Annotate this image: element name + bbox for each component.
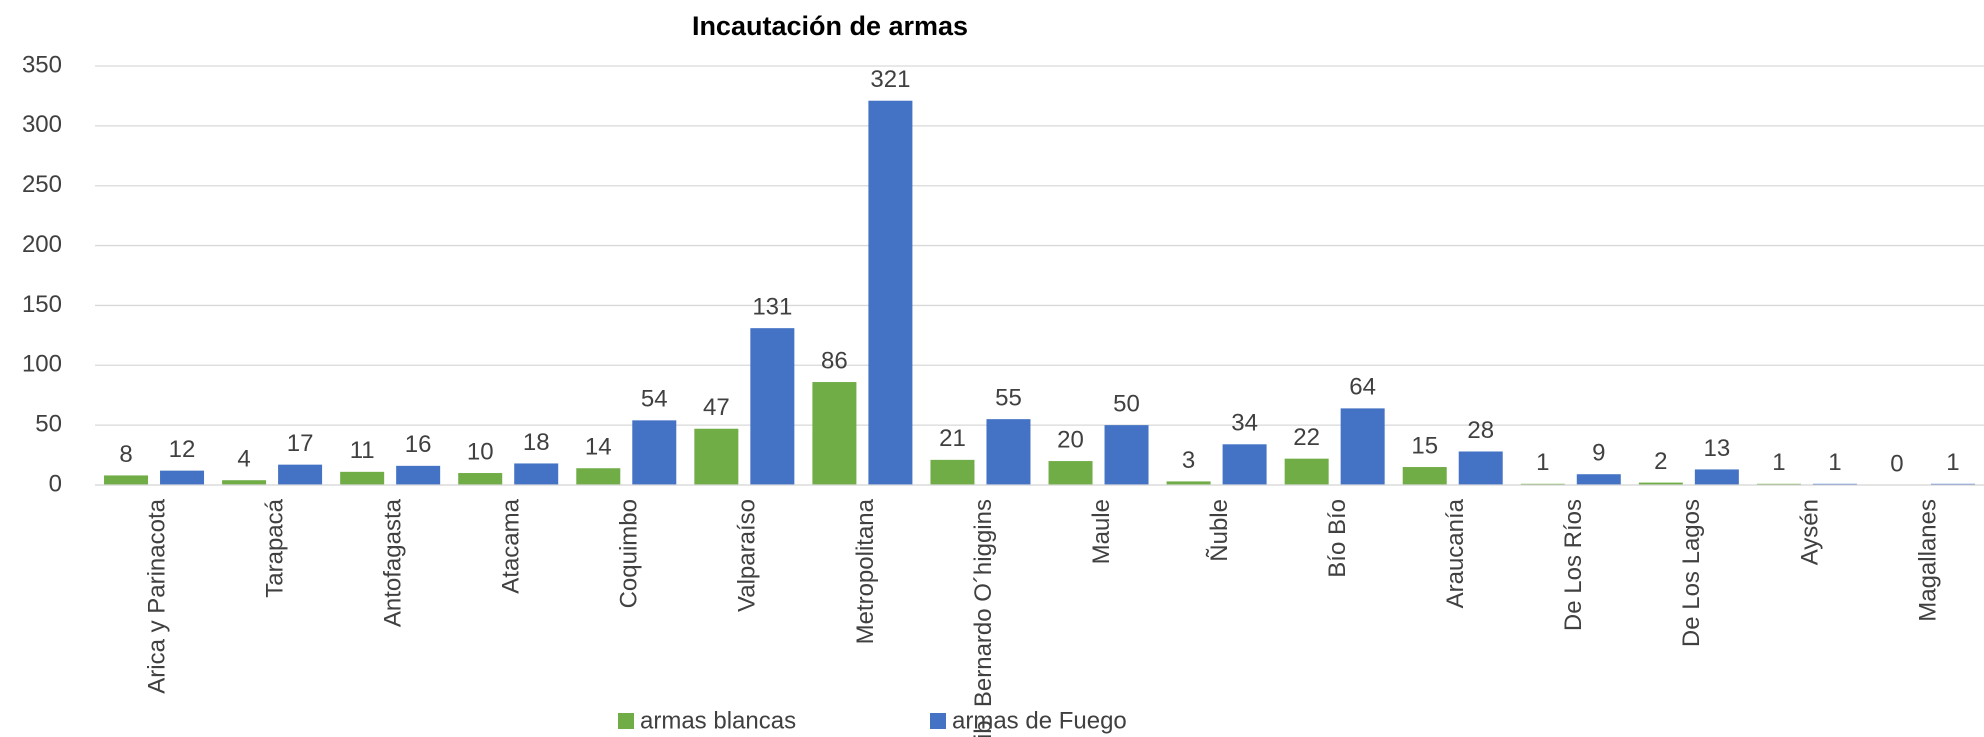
data-label: 1 — [1828, 449, 1841, 476]
bar — [1694, 469, 1739, 485]
bar — [1284, 458, 1329, 485]
bar — [1576, 474, 1621, 485]
data-label: 17 — [287, 430, 314, 457]
bar — [1104, 425, 1149, 485]
data-label: 54 — [641, 386, 668, 413]
data-label: 64 — [1349, 374, 1376, 401]
data-label: 12 — [169, 436, 196, 463]
data-label: 15 — [1411, 432, 1438, 459]
data-label: 11 — [350, 437, 375, 464]
bar — [514, 463, 559, 485]
data-label: 16 — [405, 431, 432, 458]
data-label: 1 — [1772, 449, 1785, 476]
x-tick-label: Arica y Parinacota — [143, 498, 170, 693]
y-tick-label: 0 — [49, 470, 62, 497]
data-label: 13 — [1703, 435, 1730, 462]
data-label: 14 — [585, 434, 612, 461]
bar — [458, 473, 503, 485]
data-label: 21 — [939, 425, 966, 452]
legend-label: armas blancas — [640, 707, 796, 734]
data-label: 28 — [1467, 417, 1494, 444]
y-tick-label: 100 — [22, 351, 62, 378]
x-tick-label: Metropolitana — [852, 498, 879, 644]
x-tick-label: Valparaíso — [734, 499, 761, 612]
data-label: 10 — [467, 438, 494, 465]
bar — [1340, 408, 1385, 485]
data-label: 50 — [1113, 390, 1140, 417]
data-label: 131 — [752, 294, 792, 321]
data-label: 18 — [523, 429, 550, 456]
data-label: 1 — [1946, 449, 1959, 476]
bar — [1222, 444, 1267, 485]
data-label: 22 — [1293, 424, 1320, 451]
x-tick-label: Araucanía — [1442, 498, 1469, 608]
y-tick-label: 250 — [22, 171, 62, 198]
x-tick-label: Bío Bío — [1324, 499, 1351, 578]
y-tick-label: 350 — [22, 51, 62, 78]
y-tick-label: 200 — [22, 231, 62, 258]
x-tick-label: Tarapacá — [261, 498, 288, 597]
data-label: 47 — [703, 394, 730, 421]
legend-label: armas de Fuego — [952, 707, 1127, 734]
data-label: 8 — [119, 441, 132, 468]
bar — [694, 428, 739, 485]
data-label: 321 — [870, 66, 910, 93]
bar — [1458, 451, 1503, 485]
data-label: 3 — [1182, 447, 1195, 474]
x-tick-label: Lib. Bernardo O´higgins — [970, 499, 997, 737]
x-tick-label: Maule — [1088, 499, 1115, 564]
bar — [160, 470, 205, 485]
data-label: 1 — [1536, 449, 1549, 476]
y-tick-label: 50 — [35, 410, 62, 437]
bar — [750, 328, 795, 485]
x-tick-label: Ñuble — [1206, 499, 1233, 562]
x-tick-label: Aysén — [1796, 499, 1823, 565]
bar — [104, 475, 149, 485]
bar — [1166, 481, 1211, 485]
data-label: 86 — [821, 347, 848, 374]
y-tick-label: 300 — [22, 111, 62, 138]
x-tick-label: Magallanes — [1914, 499, 1941, 622]
bar — [576, 468, 621, 485]
bar — [1048, 461, 1093, 485]
bar — [1638, 482, 1683, 485]
y-tick-label: 150 — [22, 291, 62, 318]
bar — [1402, 467, 1447, 485]
data-label: 20 — [1057, 426, 1084, 453]
bar — [340, 471, 385, 485]
bar — [278, 464, 323, 485]
bar — [986, 419, 1031, 485]
x-tick-label: De Los Ríos — [1560, 499, 1587, 631]
data-label: 0 — [1890, 450, 1903, 477]
data-label: 2 — [1654, 448, 1667, 475]
x-tick-label: De Los Lagos — [1678, 499, 1705, 647]
bar — [930, 459, 975, 485]
x-tick-label: Antofagasta — [380, 498, 407, 627]
bar — [812, 382, 857, 485]
bar — [868, 100, 913, 486]
legend-swatch — [930, 713, 946, 729]
data-label: 55 — [995, 385, 1022, 412]
bar — [396, 465, 441, 485]
x-tick-label: Coquimbo — [616, 499, 643, 608]
data-label: 9 — [1592, 440, 1605, 467]
chart-title: Incautación de armas — [692, 11, 968, 41]
bar — [222, 480, 267, 485]
bar — [632, 420, 677, 485]
x-tick-label: Atacama — [498, 498, 525, 593]
data-label: 34 — [1231, 410, 1258, 437]
legend-swatch — [618, 713, 634, 729]
data-label: 4 — [237, 446, 250, 473]
